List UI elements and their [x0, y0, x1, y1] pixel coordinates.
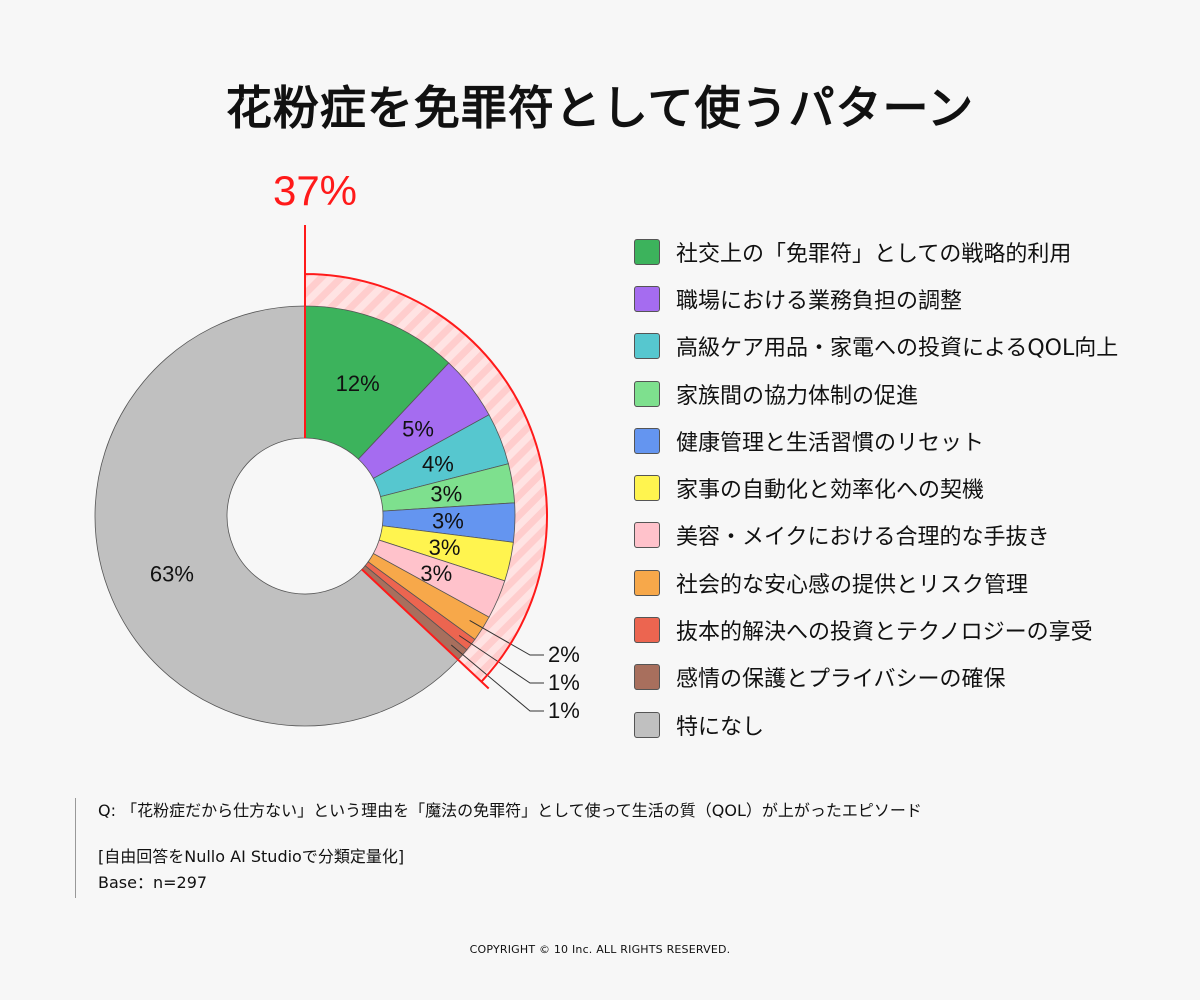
data-label-7: 3% — [420, 561, 452, 586]
data-label-3: 4% — [422, 451, 454, 476]
legend-item: 特になし — [634, 701, 1118, 748]
legend-swatch — [634, 333, 660, 360]
legend-swatch — [634, 427, 660, 454]
data-label-10: 1% — [548, 698, 580, 723]
legend-label: 家族間の協力体制の促進 — [676, 383, 919, 409]
highlight-band — [305, 274, 547, 682]
question-text: Q: 「花粉症だから仕方ない」という理由を「魔法の免罪符」として使って生活の質（… — [98, 801, 922, 820]
slice-1 — [304, 305, 450, 460]
legend-label: 家事の自動化と効率化への契機 — [676, 478, 985, 504]
data-label-11: 63% — [150, 562, 194, 587]
legend-swatch — [634, 711, 660, 738]
leader-line-9 — [458, 635, 544, 684]
leader-line-8 — [469, 620, 544, 656]
data-label-2: 5% — [402, 416, 434, 441]
data-label-5: 3% — [432, 508, 464, 533]
legend-swatch — [634, 664, 660, 691]
legend-item: 社会的な安心感の提供とリスク管理 — [634, 559, 1118, 606]
legend-swatch — [634, 475, 660, 502]
legend-swatch — [634, 522, 660, 549]
leader-line-10 — [450, 644, 544, 712]
legend-swatch — [634, 285, 660, 312]
legend-swatch — [634, 569, 660, 596]
legend-item: 高級ケア用品・家電への投資によるQOL向上 — [634, 323, 1118, 370]
data-label-1: 12% — [336, 371, 380, 396]
legend-item: 社交上の「免罪符」としての戦略的利用 — [634, 228, 1118, 275]
notes: Q: 「花粉症だから仕方ない」という理由を「魔法の免罪符」として使って生活の質（… — [75, 798, 922, 898]
data-label-6: 3% — [429, 535, 461, 560]
legend-label: 特になし — [676, 714, 765, 740]
legend-item: 家事の自動化と効率化への契機 — [634, 464, 1118, 511]
legend-item: 抜本的解決への投資とテクノロジーの享受 — [634, 606, 1118, 653]
slice-11 — [94, 305, 459, 727]
method-text: [自由回答をNullo AI Studioで分類定量化] — [98, 847, 405, 866]
legend-swatch — [634, 238, 660, 265]
highlight-bracket — [304, 225, 548, 690]
legend-label: 感情の保護とプライバシーの確保 — [676, 667, 1006, 693]
base-text: Base：n=297 — [98, 873, 208, 892]
legend: 社交上の「免罪符」としての戦略的利用 職場における業務負担の調整高級ケア用品・家電… — [634, 228, 1118, 748]
legend-label: 抜本的解決への投資とテクノロジーの享受 — [676, 620, 1093, 646]
data-label-9: 1% — [548, 670, 580, 695]
data-label-8: 2% — [548, 642, 580, 667]
legend-item: 健康管理と生活習慣のリセット — [634, 417, 1118, 464]
legend-swatch — [634, 617, 660, 644]
legend-label: 美容・メイクにおける合理的な手抜き — [676, 525, 1050, 551]
legend-label: 職場における業務負担の調整 — [676, 288, 963, 314]
data-label-4: 3% — [430, 482, 462, 507]
legend-item: 職場における業務負担の調整 — [634, 275, 1118, 322]
legend-label: 社会的な安心感の提供とリスク管理 — [676, 572, 1029, 598]
legend-item: 家族間の協力体制の促進 — [634, 370, 1118, 417]
legend-label: 健康管理と生活習慣のリセット — [676, 430, 985, 456]
copyright: COPYRIGHT © 10 Inc. ALL RIGHTS RESERVED. — [469, 943, 731, 956]
legend-label: 社交上の「免罪符」としての戦略的利用 — [676, 241, 1072, 267]
chart-title: 花粉症を免罪符として使うパターン — [225, 81, 975, 135]
legend-item: 感情の保護とプライバシーの確保 — [634, 654, 1118, 701]
legend-item: 美容・メイクにおける合理的な手抜き — [634, 512, 1118, 559]
highlight-label: 37% — [273, 167, 357, 214]
legend-label: 高級ケア用品・家電への投資によるQOL向上 — [676, 336, 1119, 362]
donut-chart: 12%5%4%3%3%3%3%2%1%1%63% 37% — [94, 167, 580, 727]
legend-swatch — [634, 380, 660, 407]
